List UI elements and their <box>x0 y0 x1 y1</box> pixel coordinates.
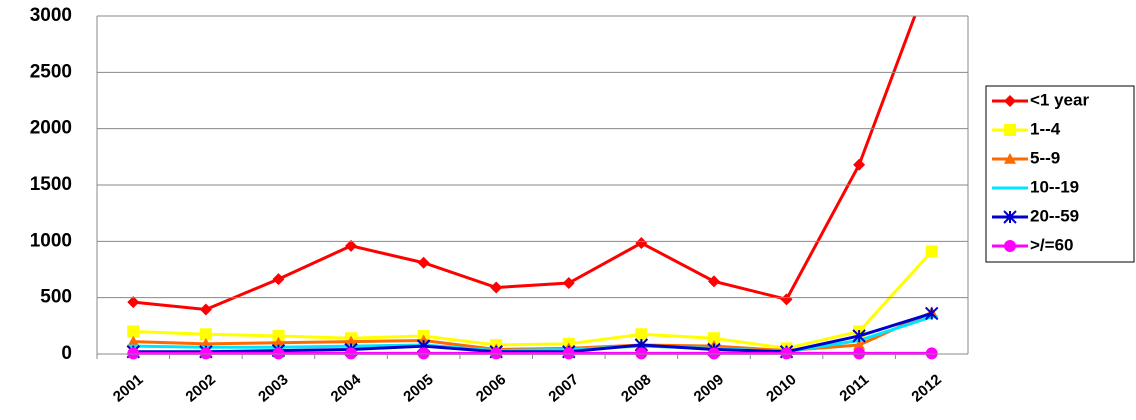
marker <box>707 275 720 288</box>
marker <box>925 347 938 360</box>
legend-label: 20--59 <box>1030 206 1079 225</box>
marker <box>1004 124 1016 136</box>
legend-label: <1 year <box>1030 90 1089 109</box>
marker <box>780 293 793 306</box>
marker <box>925 306 939 321</box>
x-tick-label: 2001 <box>110 371 146 405</box>
marker <box>780 347 793 360</box>
x-tick-label: 2006 <box>473 371 509 405</box>
marker <box>1003 210 1017 224</box>
y-tick-label: 500 <box>40 287 72 308</box>
marker <box>707 347 720 360</box>
marker <box>562 347 575 360</box>
marker <box>127 296 140 309</box>
marker <box>272 347 285 360</box>
marker <box>490 281 503 294</box>
x-tick-label: 2004 <box>328 371 365 406</box>
y-tick-label: 2500 <box>30 61 72 82</box>
marker <box>635 237 648 250</box>
marker <box>1004 95 1016 107</box>
marker <box>1004 153 1016 164</box>
x-tick-label: 2011 <box>836 371 872 405</box>
marker <box>635 328 648 341</box>
y-tick-label: 1500 <box>30 174 72 195</box>
legend-box <box>985 85 1135 263</box>
x-tick-label: 2008 <box>618 371 654 405</box>
x-tick-label: 2007 <box>545 371 581 405</box>
marker <box>127 335 140 347</box>
marker <box>707 332 720 345</box>
marker <box>853 347 866 360</box>
y-tick-label: 2000 <box>30 118 72 139</box>
marker <box>852 329 866 343</box>
marker <box>635 347 648 360</box>
series-line <box>133 16 917 312</box>
marker <box>272 329 285 342</box>
marker <box>490 347 503 360</box>
marker <box>199 303 212 316</box>
series-line <box>133 312 933 354</box>
marker <box>925 245 938 258</box>
marker <box>345 239 358 252</box>
marker <box>127 347 140 360</box>
marker <box>1004 240 1016 252</box>
marker <box>127 325 140 338</box>
marker <box>199 347 212 360</box>
legend-label: 10--19 <box>1030 177 1079 196</box>
marker <box>199 328 212 341</box>
x-tick-label: 2005 <box>400 371 436 405</box>
x-tick-label: 2012 <box>908 371 944 405</box>
marker <box>417 256 430 269</box>
marker <box>345 347 358 360</box>
y-tick-label: 3000 <box>30 5 72 26</box>
marker <box>272 336 285 348</box>
plot-lines <box>126 16 939 360</box>
marker <box>853 158 866 171</box>
y-tick-label: 1000 <box>30 230 72 251</box>
series-line <box>133 250 933 350</box>
marker <box>272 273 285 286</box>
x-tick-label: 2010 <box>763 371 799 405</box>
x-tick-label: 2003 <box>255 371 291 405</box>
marker <box>853 338 866 350</box>
marker <box>417 347 430 360</box>
marker <box>562 277 575 290</box>
x-tick-label: 2002 <box>183 371 219 405</box>
x-tick-label: 2009 <box>691 371 727 405</box>
marker <box>345 335 358 347</box>
legend-label: 5--9 <box>1030 148 1060 167</box>
y-tick-label: 0 <box>61 343 72 364</box>
legend-label: 1--4 <box>1030 119 1061 138</box>
legend-label: >/=60 <box>1030 235 1074 254</box>
